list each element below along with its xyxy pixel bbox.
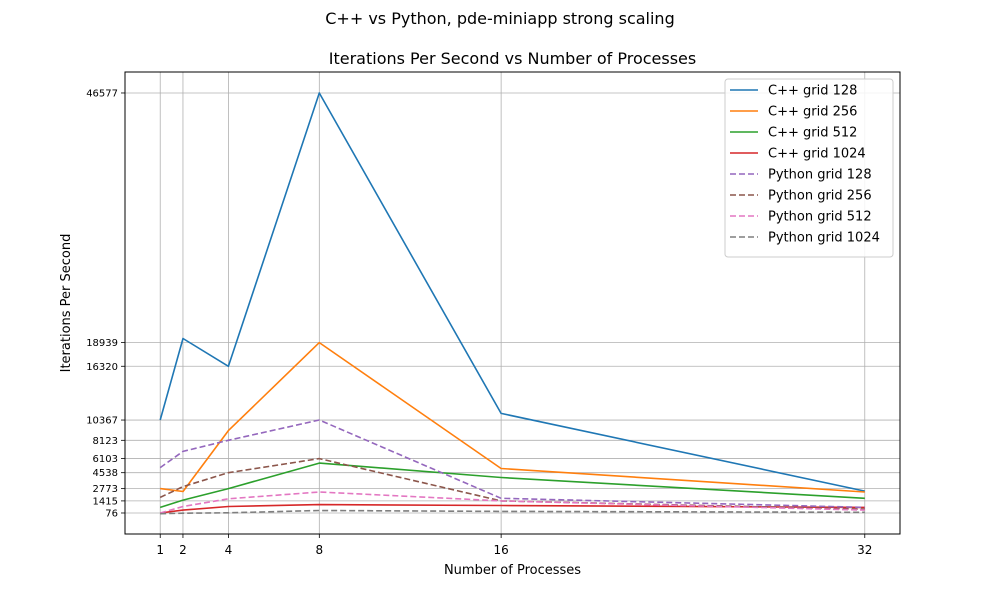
series-line-1 [159, 92, 865, 492]
plot-frame [124, 71, 901, 535]
y-tick-label: 10367 [86, 416, 118, 427]
series-layer [159, 92, 865, 515]
y-tick-label: 6103 [93, 454, 118, 465]
legend-label: Python grid 256 [768, 189, 872, 204]
x-axis-label: Number of Processes [444, 563, 581, 578]
series-line-7 [159, 491, 865, 514]
chart-title: Iterations Per Second vs Number of Proce… [329, 49, 696, 68]
x-tick-label: 32 [857, 543, 872, 557]
legend-label: C++ grid 128 [768, 84, 857, 99]
series-line-5 [159, 419, 865, 509]
y-tick-label: 16320 [86, 362, 118, 373]
figure-suptitle: C++ vs Python, pde-miniapp strong scalin… [325, 9, 675, 28]
y-tick-label: 4538 [93, 468, 118, 479]
legend-box [724, 78, 894, 258]
legend-label: C++ grid 1024 [768, 147, 866, 162]
x-tick-label: 4 [225, 543, 233, 557]
y-tick-label: 76 [105, 508, 118, 519]
y-axis-label: Iterations Per Second [59, 234, 74, 373]
series-line-3 [159, 462, 865, 509]
series-line-6 [159, 457, 865, 510]
series-line-8 [160, 509, 865, 515]
legend-label: Python grid 128 [768, 168, 872, 183]
y-tick-label: 1415 [93, 496, 118, 507]
series-line-4 [160, 503, 865, 514]
series-line-2 [160, 341, 865, 493]
y-tick-label: 8123 [93, 436, 118, 447]
x-tick-label: 16 [493, 543, 508, 557]
y-tick-label: 18939 [86, 338, 118, 349]
legend-label: Python grid 1024 [768, 231, 880, 246]
x-tick-label: 2 [179, 543, 187, 557]
legend-label: Python grid 512 [768, 210, 872, 225]
x-tick-label: 1 [156, 543, 164, 557]
y-tick-label: 46577 [86, 88, 118, 99]
legend-label: C++ grid 512 [768, 126, 857, 141]
y-tick-label: 2773 [93, 484, 118, 495]
legend-label: C++ grid 256 [768, 105, 857, 120]
legend: C++ grid 128 C++ grid 256 C++ grid 512 C++ … [724, 78, 894, 258]
x-tick-label: 8 [315, 543, 323, 557]
